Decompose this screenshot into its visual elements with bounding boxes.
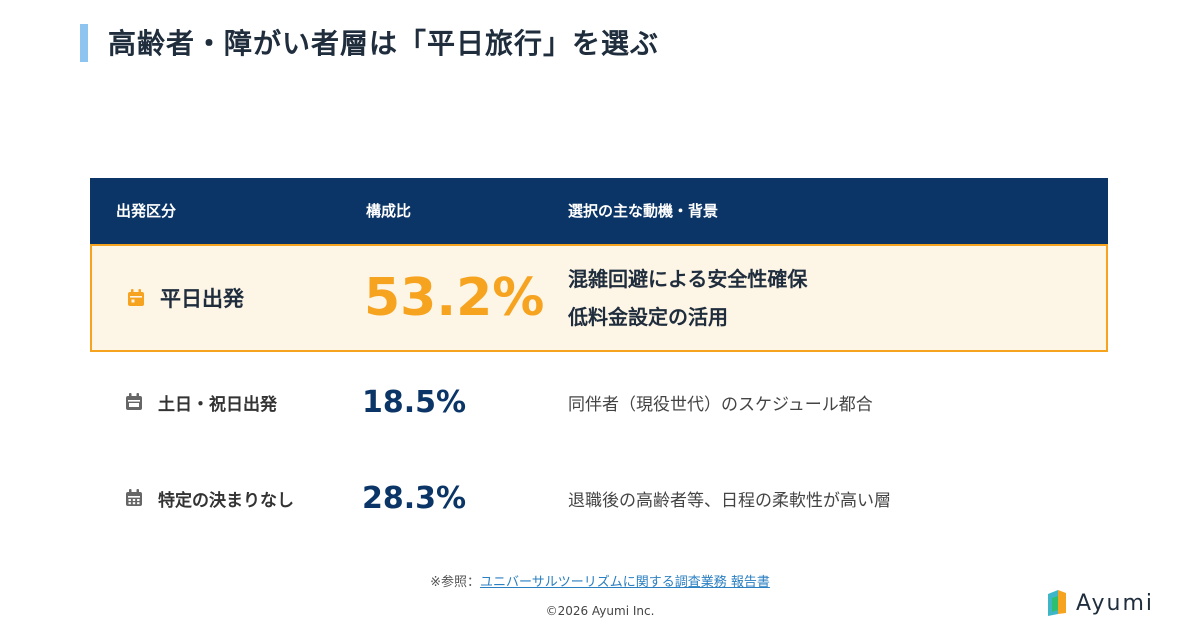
page-title: 高齢者・障がい者層は「平日旅行」を選ぶ bbox=[108, 27, 660, 60]
row-category: 平日出発 bbox=[126, 246, 244, 350]
reference-prefix: ※参照： bbox=[430, 575, 481, 590]
table-row: 特定の決まりなし 28.3% 退職後の高齢者等、日程の柔軟性が高い層 bbox=[90, 450, 1108, 546]
category-label: 土日・祝日出発 bbox=[158, 394, 277, 415]
table-header: 出発区分 構成比 選択の主な動機・背景 bbox=[90, 178, 1108, 244]
row-category: 特定の決まりなし bbox=[124, 450, 294, 546]
row-reason: 同伴者（現役世代）のスケジュール都合 bbox=[568, 394, 873, 415]
row-reason: 混雑回避による安全性確保 低料金設定の活用 bbox=[568, 260, 807, 336]
reason-line: 低料金設定の活用 bbox=[568, 305, 728, 329]
header-category: 出発区分 bbox=[116, 202, 177, 220]
row-percent: 28.3% bbox=[362, 480, 467, 516]
logo-mark-icon bbox=[1046, 588, 1070, 618]
row-percent: 18.5% bbox=[362, 384, 467, 420]
title-accent-bar bbox=[80, 24, 88, 62]
table-row-highlight: 平日出発 53.2% 混雑回避による安全性確保 低料金設定の活用 bbox=[90, 244, 1108, 352]
calendar-icon bbox=[126, 288, 146, 308]
reason-line: 混雑回避による安全性確保 bbox=[568, 267, 808, 291]
reference-link[interactable]: ユニバーサルツーリズムに関する調査業務 報告書 bbox=[480, 575, 770, 590]
ayumi-logo: Ayumi bbox=[1046, 588, 1154, 618]
copyright: ©2026 Ayumi Inc. bbox=[545, 604, 655, 618]
departure-table: 出発区分 構成比 選択の主な動機・背景 平日出発 53.2% 混雑回避による安全… bbox=[90, 178, 1108, 516]
header-percent: 構成比 bbox=[366, 202, 412, 220]
header-reason: 選択の主な動機・背景 bbox=[568, 202, 719, 220]
calendar-grid-icon bbox=[124, 488, 144, 508]
category-label: 特定の決まりなし bbox=[158, 490, 294, 511]
logo-text: Ayumi bbox=[1075, 590, 1154, 616]
row-percent: 53.2% bbox=[364, 268, 545, 328]
table-row: 土日・祝日出発 18.5% 同伴者（現役世代）のスケジュール都合 bbox=[90, 354, 1108, 450]
calendar-icon bbox=[124, 392, 144, 412]
row-reason: 退職後の高齢者等、日程の柔軟性が高い層 bbox=[568, 490, 891, 511]
reference-note: ※参照：ユニバーサルツーリズムに関する調査業務 報告書 bbox=[0, 571, 1200, 590]
category-label: 平日出発 bbox=[160, 287, 244, 311]
row-category: 土日・祝日出発 bbox=[124, 354, 277, 450]
